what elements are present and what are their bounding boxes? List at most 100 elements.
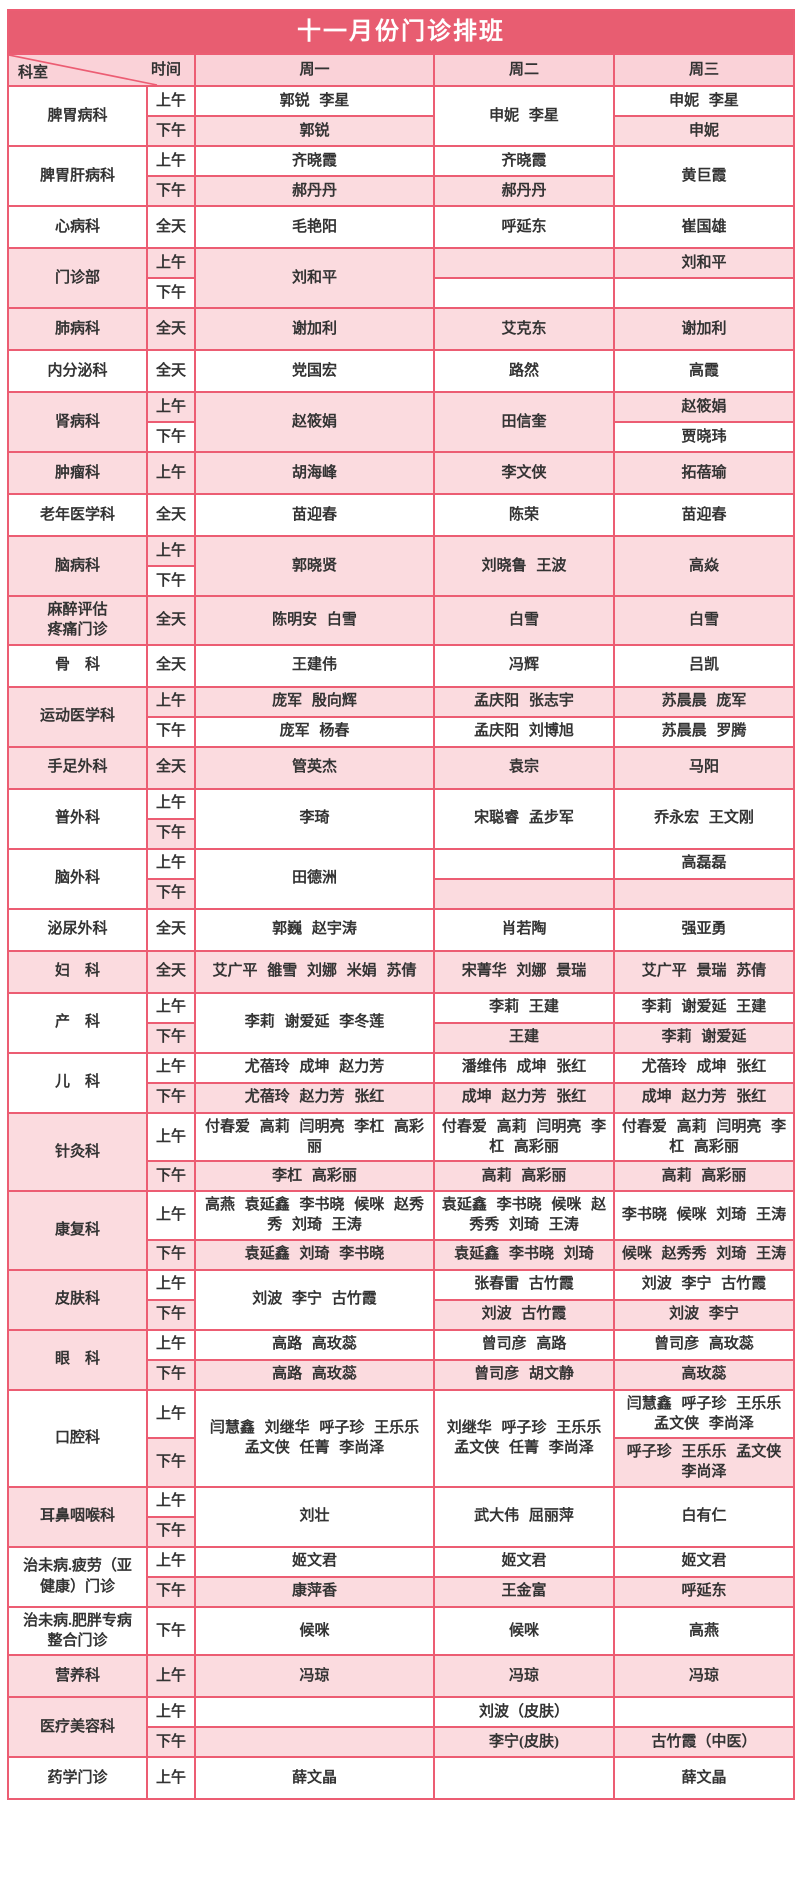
schedule-row: 普外科 上午 李琦 宋聪睿 孟步军 乔永宏 王文刚 [7,787,796,850]
schedule-cell: 闫慧鑫 刘继华 呼子珍 王乐乐 孟文侠 任菁 李尚泽 [194,1388,435,1488]
schedule-cell: 张春雷 古竹霞 [433,1268,615,1301]
schedule-cell: 高路 高玫蕊 [194,1328,435,1361]
dept-cell: 药学门诊 [7,1756,148,1800]
schedule-cell: 吕凯 [612,643,796,688]
dept-cell: 运动医学科 [7,685,148,748]
time-slot-cell: 上午 [146,1051,196,1084]
header-row: 科室 时间 周一 周二 周三 [7,53,796,87]
schedule-cell: 曾司彦 胡文静 [433,1358,615,1391]
schedule-row: 下午 刘波 古竹霞 刘波 李宁 [8,1298,796,1331]
schedule-row: 下午 王建 李莉 谢爱延 [8,1021,796,1054]
schedule-cell: 艾广平 景瑞 苏倩 [612,949,796,994]
schedule-page: 十一月份门诊排班 科室 时间 周一 周二 周三 脾胃病科 上午 郭锐 李星 申妮 李星… [6,9,796,1800]
schedule-cell: 庞军 殷向辉 [194,685,435,718]
schedule-cell: 申妮 李星 [612,85,796,117]
time-slot-cell: 下午 [146,1298,196,1331]
dept-cell: 妇 科 [7,949,148,994]
title-row: 十一月份门诊排班 [6,9,796,55]
schedule-cell: 齐晓霞 [433,145,615,177]
schedule-cell: 王建 [433,1021,615,1054]
schedule-cell: 袁延鑫 李书晓 候咪 赵秀秀 刘琦 王涛 [433,1190,615,1241]
schedule-cell: 刘继华 呼子珍 王乐乐 孟文侠 任菁 李尚泽 [433,1388,615,1488]
schedule-cell: 毛艳阳 [194,205,435,249]
dept-cell: 门诊部 [7,247,148,309]
time-slot-cell: 上午 [146,991,196,1024]
schedule-cell: 王金富 [433,1575,615,1608]
schedule-row: 老年医学科 全天 苗迎春 陈荣 苗迎春 [7,493,796,537]
time-slot-cell: 全天 [146,949,196,994]
time-slot-cell: 上午 [146,535,196,567]
schedule-cell: 呼子珍 王乐乐 孟文侠 李尚泽 [612,1437,796,1488]
time-slot-cell: 上午 [146,1654,196,1698]
schedule-row: 心病科 全天 毛艳阳 呼延东 崔国雄 [7,205,796,249]
schedule-cell: 宋聪睿 孟步军 [433,787,615,850]
schedule-cell: 白雪 [612,595,796,646]
schedule-cell: 呼延东 [612,1575,796,1608]
time-slot-cell: 上午 [146,145,196,177]
time-slot-cell: 全天 [146,349,196,393]
time-slot-cell: 全天 [146,595,196,646]
schedule-cell: 苏晨晨 罗腾 [612,715,796,748]
dept-cell: 麻醉评估 疼痛门诊 [7,595,148,646]
time-slot-cell: 下午 [146,1575,196,1608]
schedule-cell: 闫慧鑫 呼子珍 王乐乐 孟文侠 李尚泽 [612,1388,796,1439]
schedule-row: 肺病科 全天 谢加利 艾克东 谢加利 [7,307,796,351]
time-slot-cell: 全天 [146,745,196,790]
schedule-row: 下午 李宁(皮肤) 古竹霞（中医） [8,1726,796,1758]
schedule-cell: 申妮 [612,115,796,147]
schedule-cell: 白有仁 [612,1485,796,1548]
dept-cell: 骨 科 [7,643,148,688]
schedule-cell: 拓蓓瑜 [612,451,796,495]
time-slot-cell: 上午 [146,1485,196,1518]
dept-cell: 老年医学科 [7,493,148,537]
schedule-cell: 田德洲 [194,847,435,910]
time-slot-cell: 上午 [146,1388,196,1439]
time-slot-cell: 下午 [146,715,196,748]
schedule-row: 脾胃肝病科 上午 齐晓霞 齐晓霞 黄巨霞 [7,145,796,207]
schedule-cell: 高莉 高彩丽 [612,1160,796,1192]
schedule-row: 下午 贾晓玮 [8,421,796,453]
schedule-row: 眼 科上午 高路 高玫蕊 曾司彦 高路 曾司彦 高玫蕊 [7,1328,796,1391]
time-slot-cell: 上午 [146,391,196,423]
schedule-row: 门诊部 上午 刘和平 刘和平 [7,247,796,309]
schedule-cell: 高玫蕊 [612,1358,796,1391]
time-slot-cell: 全天 [146,907,196,952]
schedule-row: 下午 郭锐 申妮 [8,115,796,147]
schedule-cell [433,877,615,910]
schedule-cell: 姬文君 [433,1545,615,1578]
schedule-cell: 乔永宏 王文刚 [612,787,796,850]
schedule-cell: 谢加利 [194,307,435,351]
dept-cell: 产 科 [7,991,148,1054]
schedule-row: 治未病.疲劳（亚 健康）门诊 上午 姬文君 姬文君 姬文君 [7,1545,796,1608]
schedule-cell: 薛文晶 [612,1756,796,1800]
schedule-cell: 曾司彦 高玫蕊 [612,1328,796,1361]
dept-cell: 泌尿外科 [7,907,148,952]
time-slot-cell: 下午 [146,1726,196,1758]
schedule-cell: 党国宏 [194,349,435,393]
dept-cell: 脾胃病科 [7,85,148,147]
time-slot-cell: 下午 [146,1081,196,1114]
schedule-cell: 李莉 谢爱延 王建 [612,991,796,1024]
schedule-cell: 尤蓓玲 成坤 张红 [612,1051,796,1084]
time-slot-cell: 下午 [146,1515,196,1548]
schedule-row: 内分泌科 全天 党国宏 路然 高霞 [7,349,796,393]
schedule-row: 产 科上午 李莉 谢爱延 李冬莲 李莉 王建 李莉 谢爱延 王建 [7,991,796,1054]
schedule-cell: 薛文晶 [194,1756,435,1800]
schedule-cell: 苗迎春 [612,493,796,537]
time-slot-cell: 上午 [146,1696,196,1728]
schedule-cell: 刘波（皮肤） [433,1696,615,1728]
schedule-cell: 高燕 袁延鑫 李书晓 候咪 赵秀秀 刘琦 王涛 [194,1190,435,1241]
schedule-cell: 袁宗 [433,745,615,790]
time-slot-cell: 下午 [146,565,196,597]
schedule-cell: 高路 高玫蕊 [194,1358,435,1391]
schedule-row: 下午 康萍香 王金富 呼延东 [8,1575,796,1608]
time-slot-cell: 下午 [146,277,196,309]
schedule-row: 妇 科全天 艾广平 雒雪 刘娜 米娟 苏倩 宋菁华 刘娜 景瑞 艾广平 景瑞 苏倩 [7,949,796,994]
time-slot-cell: 上午 [146,1111,196,1162]
dept-cell: 营养科 [7,1654,148,1698]
schedule-cell: 郭晓贤 [194,535,435,597]
time-slot-cell: 上午 [146,85,196,117]
dept-cell: 内分泌科 [7,349,148,393]
schedule-cell: 郭锐 [194,115,435,147]
dept-axis-label: 科室 [18,64,49,81]
